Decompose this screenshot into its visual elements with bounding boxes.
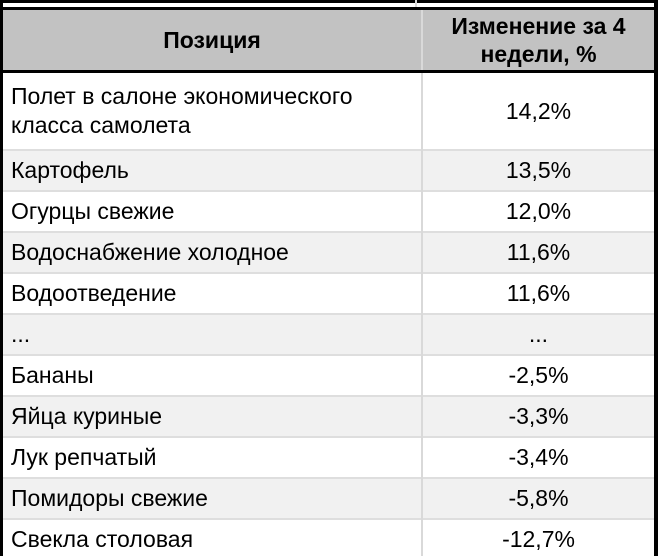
column-header-change: Изменение за 4 недели, %: [421, 8, 654, 73]
position-cell: Картофель: [3, 149, 422, 191]
position-cell: Лук репчатый: [3, 436, 422, 478]
position-cell: ...: [3, 313, 422, 355]
table-row: Полет в салоне экономического класса сам…: [3, 71, 654, 150]
change-cell: 13,5%: [421, 149, 654, 191]
change-cell: ...: [421, 313, 654, 355]
change-cell: -3,3%: [421, 395, 654, 437]
change-cell: -5,8%: [421, 477, 654, 519]
position-cell: Водоотведение: [3, 272, 422, 314]
column-divider-line: [415, 0, 417, 7]
change-cell: -2,5%: [421, 354, 654, 396]
header-row: Позиция Изменение за 4 недели, %: [3, 8, 654, 73]
position-cell: Бананы: [3, 354, 422, 396]
table-row: Свекла столовая -12,7%: [3, 518, 654, 556]
table-row: Водоснабжение холодное 11,6%: [3, 231, 654, 273]
table-row: Водоотведение 11,6%: [3, 272, 654, 314]
change-cell: -12,7%: [421, 518, 654, 556]
table-row: Бананы -2,5%: [3, 354, 654, 396]
change-cell: 14,2%: [421, 71, 654, 150]
table-body: Полет в салоне экономического класса сам…: [3, 71, 654, 556]
position-cell: Помидоры свежие: [3, 477, 422, 519]
table-row: ......: [3, 313, 654, 355]
change-cell: -3,4%: [421, 436, 654, 478]
position-cell: Полет в салоне экономического класса сам…: [3, 71, 422, 150]
position-cell: Свекла столовая: [3, 518, 422, 556]
position-cell: Водоснабжение холодное: [3, 231, 422, 273]
table-row: Огурцы свежие 12,0%: [3, 190, 654, 232]
table-row: Лук репчатый -3,4%: [3, 436, 654, 478]
top-edge-border: [3, 0, 654, 3]
change-cell: 11,6%: [421, 272, 654, 314]
position-cell: Яйца куриные: [3, 395, 422, 437]
table-header: Позиция Изменение за 4 недели, %: [3, 8, 654, 73]
table-row: Помидоры свежие -5,8%: [3, 477, 654, 519]
change-cell: 12,0%: [421, 190, 654, 232]
table-row: Картофель 13,5%: [3, 149, 654, 191]
price-change-table: Позиция Изменение за 4 недели, % Полет в…: [3, 7, 654, 556]
position-cell: Огурцы свежие: [3, 190, 422, 232]
column-header-position: Позиция: [3, 8, 422, 73]
table-row: Яйца куриные -3,3%: [3, 395, 654, 437]
top-partial-row: [3, 0, 654, 7]
change-cell: 11,6%: [421, 231, 654, 273]
